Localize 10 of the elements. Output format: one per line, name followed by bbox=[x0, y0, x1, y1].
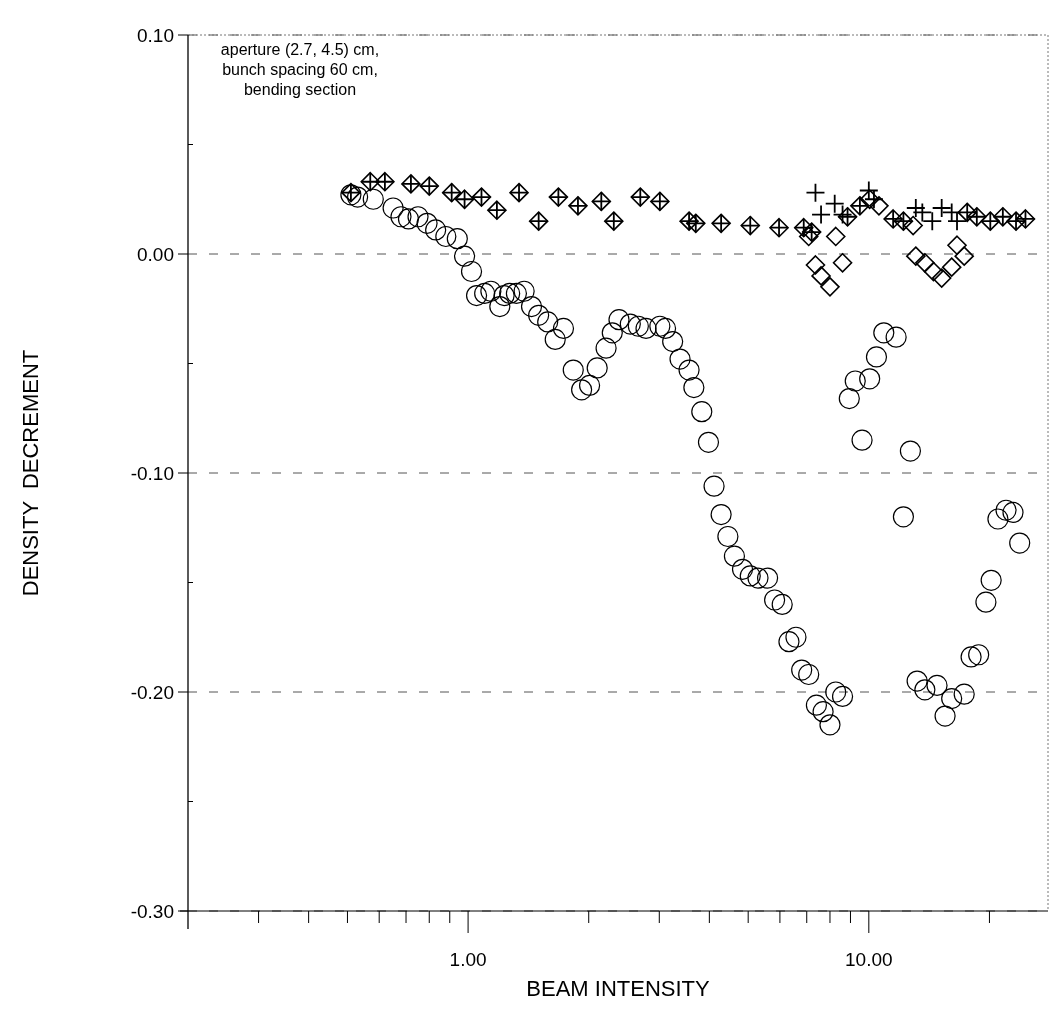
y-tick-label: -0.20 bbox=[130, 681, 174, 703]
x-tick-label: 10.00 bbox=[845, 949, 893, 970]
y-tick-label: 0.10 bbox=[137, 24, 174, 46]
y-tick-label: -0.30 bbox=[130, 900, 174, 922]
y-axis-title: DENSITY DECREMENT bbox=[18, 349, 43, 597]
annotation: aperture (2.7, 4.5) cm, bunch spacing 60 cm, bending section bbox=[220, 41, 380, 98]
x-axis-title: BEAM INTENSITY bbox=[526, 976, 710, 1001]
y-tick-label: 0.00 bbox=[137, 243, 174, 265]
x-tick-label: 1.00 bbox=[449, 949, 487, 970]
y-tick-label: -0.10 bbox=[130, 462, 174, 484]
